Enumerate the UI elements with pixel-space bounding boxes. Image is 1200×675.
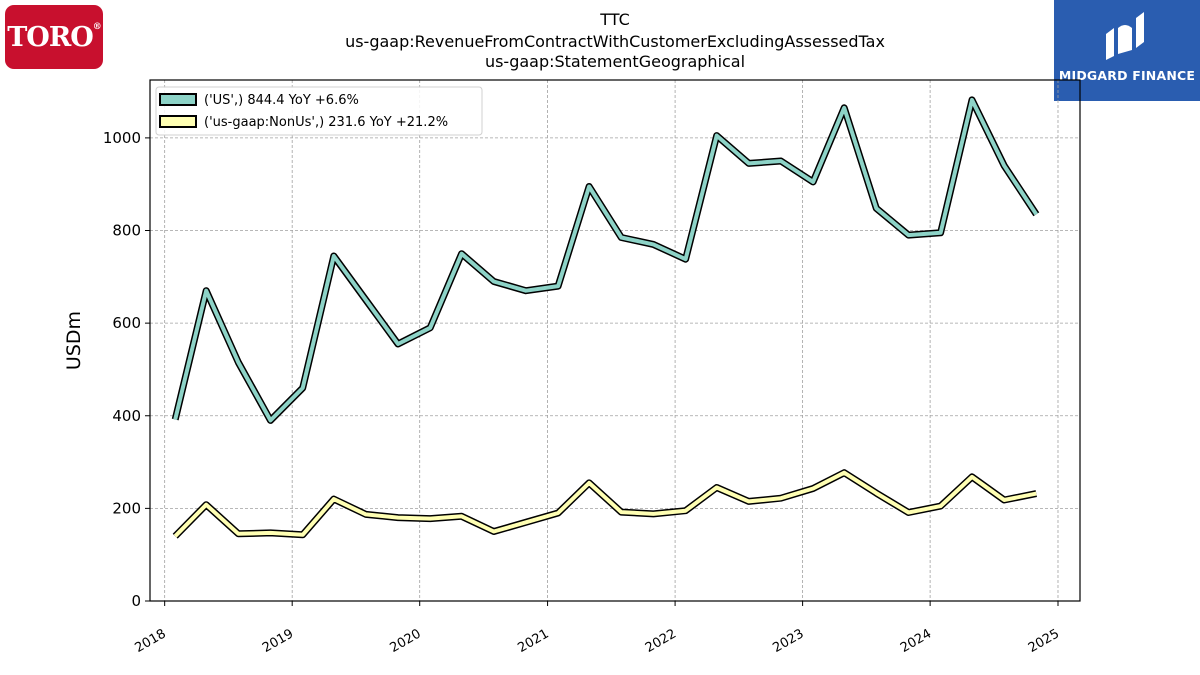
x-tick-label: 2020 bbox=[388, 626, 424, 656]
chart-title-axis: us-gaap:StatementGeographical bbox=[484, 52, 746, 71]
x-tick-label: 2023 bbox=[770, 626, 806, 656]
plot-frame bbox=[149, 79, 1081, 602]
midgard-emblem-icon bbox=[1054, 0, 1200, 101]
y-tick-label: 600 bbox=[112, 314, 141, 332]
y-tick-label: 800 bbox=[112, 222, 141, 240]
toro-logo: TORO® bbox=[5, 5, 103, 69]
series-outline bbox=[172, 469, 1037, 539]
legend-swatch bbox=[159, 93, 197, 106]
toro-logo-text: TORO® bbox=[7, 21, 102, 53]
legend-box bbox=[155, 86, 483, 136]
x-tick-label: 2022 bbox=[643, 626, 679, 656]
x-tick-label: 2019 bbox=[260, 626, 296, 656]
x-tick-label: 2021 bbox=[515, 626, 551, 656]
chart-title-ticker: TTC bbox=[600, 10, 630, 29]
midgard-finance-logo: MIDGARD FINANCE bbox=[1054, 0, 1200, 101]
x-tick-label: 2018 bbox=[133, 626, 169, 656]
y-axis-label: USDm bbox=[63, 311, 85, 370]
series-line bbox=[173, 470, 1037, 538]
chart-title-concept: us-gaap:RevenueFromContractWithCustomerE… bbox=[345, 32, 885, 51]
x-tick-label: 2025 bbox=[1026, 626, 1062, 656]
y-tick-label: 1000 bbox=[103, 129, 141, 147]
y-tick-label: 200 bbox=[112, 499, 141, 517]
legend-swatch bbox=[159, 115, 197, 128]
legend-label: ('us-gaap:NonUs',) 231.6 YoY +21.2% bbox=[204, 115, 448, 130]
x-tick-label: 2024 bbox=[898, 626, 934, 656]
legend-label: ('US',) 844.4 YoY +6.6% bbox=[204, 93, 359, 108]
y-tick-label: 0 bbox=[131, 592, 141, 610]
y-tick-label: 400 bbox=[112, 407, 141, 425]
midgard-finance-label: MIDGARD FINANCE bbox=[1058, 68, 1196, 83]
series-line bbox=[173, 97, 1038, 423]
